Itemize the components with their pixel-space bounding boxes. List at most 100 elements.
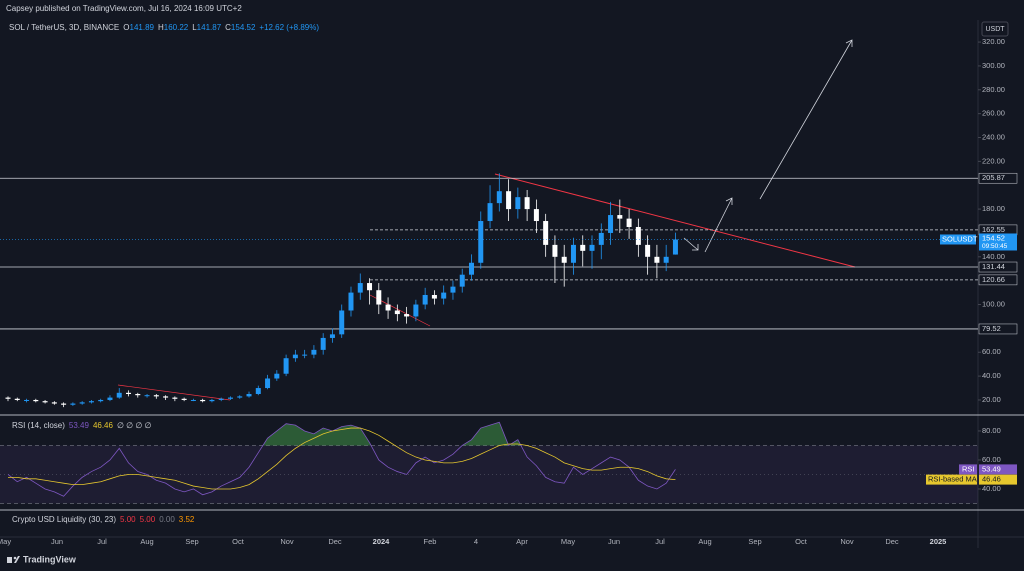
candle-body (153, 395, 159, 397)
candle-body (116, 392, 122, 398)
candle-body (654, 256, 660, 263)
candle-body (163, 396, 169, 398)
x-tick-label: 4 (474, 537, 478, 546)
liquidity-value: 0.00 (159, 515, 175, 524)
candle-body (506, 191, 512, 210)
legend-item: +12.62 (+8.89%) (259, 23, 319, 32)
candle-body (33, 399, 39, 402)
y-tick-label: 260.00 (982, 109, 1005, 118)
candle-body (422, 294, 428, 305)
liquidity-value: 5.00 (140, 515, 156, 524)
symbol-legend: SOL / TetherUS, 3D, BINANCE O141.89 H160.2… (9, 23, 319, 32)
ticker-tag (940, 234, 976, 245)
candle-body (348, 292, 354, 311)
candle-body (413, 304, 419, 317)
y-tick-label: 280.00 (982, 85, 1005, 94)
candle-body (181, 398, 187, 400)
candle-body (357, 283, 363, 293)
candle-body (441, 292, 447, 299)
candle-body (274, 373, 280, 379)
level-tag (978, 323, 1018, 335)
y-tick-label: 40.00 (982, 371, 1001, 380)
rsi-value: 53.49 (69, 421, 90, 430)
candle-body (431, 294, 437, 299)
candle-body (88, 401, 94, 403)
legend-item: 154.52 (231, 23, 256, 32)
candle-body (200, 399, 206, 402)
x-tick-label: May (561, 537, 575, 546)
x-tick-label: Nov (280, 537, 294, 546)
level-label: 120.66 (982, 275, 1005, 284)
liquidity-value: 3.52 (179, 515, 195, 524)
candle-body (450, 286, 456, 293)
candle-body (598, 232, 604, 245)
liquidity-title: Crypto USD Liquidity (30, 23) (12, 515, 116, 524)
candle-body (626, 218, 632, 227)
candle-body (385, 304, 391, 311)
level-tag (978, 172, 1018, 184)
x-tick-label: Jul (655, 537, 665, 546)
candle-body (524, 197, 530, 210)
candle-body (209, 399, 215, 402)
x-tick-label: Sep (185, 537, 198, 546)
rsi-tick-label: 80.00 (982, 426, 1001, 435)
tv-logo (7, 556, 20, 563)
level-tag (978, 274, 1018, 286)
legend-item: SOL / TetherUS, 3D, BINANCE (9, 23, 119, 32)
currency: USDT (985, 26, 1005, 33)
candle-body (237, 396, 243, 398)
rsi-legend: RSI (14, close) 53.49 46.46 ∅ ∅ ∅ ∅ (12, 421, 152, 430)
legend-item: 160.22 (164, 23, 189, 32)
candle-body (570, 244, 576, 263)
legend-key: H (158, 23, 164, 32)
ma-tag (979, 474, 1017, 485)
x-tick-label: Oct (795, 537, 808, 546)
legend-item: 141.87 (197, 23, 222, 32)
x-tick-label: Dec (328, 537, 342, 546)
legend-item: 141.89 (130, 23, 155, 32)
candle-body (552, 244, 558, 257)
candle-body (561, 256, 567, 263)
rsi-name-tag (959, 464, 977, 475)
candle-body (645, 244, 651, 257)
x-tick-label: Jul (97, 537, 107, 546)
candle-body (478, 221, 484, 263)
y-tick-label: 320.00 (982, 37, 1005, 46)
candle-body (135, 394, 141, 396)
y-tick-label: 140.00 (982, 252, 1005, 261)
publisher: Capsey published on TradingView.com, Jul… (6, 4, 242, 13)
price-tag (979, 233, 1017, 251)
trendline (117, 384, 231, 401)
candle-body (496, 191, 502, 204)
candle-body (24, 399, 30, 401)
rsi-tick-label: 60.00 (982, 455, 1001, 464)
y-tick-label: 60.00 (982, 347, 1001, 356)
candle-body (14, 398, 20, 400)
candle-body (98, 399, 104, 402)
candle-body (367, 283, 373, 291)
x-tick-label: May (0, 537, 11, 546)
candle-body (339, 310, 345, 335)
candle-body (376, 290, 382, 305)
y-tick-label: 240.00 (982, 132, 1005, 141)
x-tick-label: Jun (608, 537, 620, 546)
arrows (683, 39, 853, 253)
x-tick-label: 2025 (930, 537, 947, 546)
brand: TradingView (23, 554, 77, 564)
candle-body (107, 397, 113, 400)
candle-body (617, 215, 623, 219)
y-tick-label: 180.00 (982, 204, 1005, 213)
candle-body (580, 244, 586, 251)
candle-body (459, 274, 465, 287)
candle-body (672, 239, 678, 255)
ma-tag-label: 46.46 (982, 475, 1001, 484)
candle-body (329, 334, 335, 338)
y-tick-label: 300.00 (982, 61, 1005, 70)
candle-body (144, 395, 150, 397)
rsi-tag (979, 464, 1017, 475)
liquidity-value: 5.00 (120, 515, 136, 524)
candle-body (51, 402, 57, 404)
level-label: 131.44 (982, 262, 1005, 271)
rsi-tag-label: 53.49 (982, 464, 1001, 473)
